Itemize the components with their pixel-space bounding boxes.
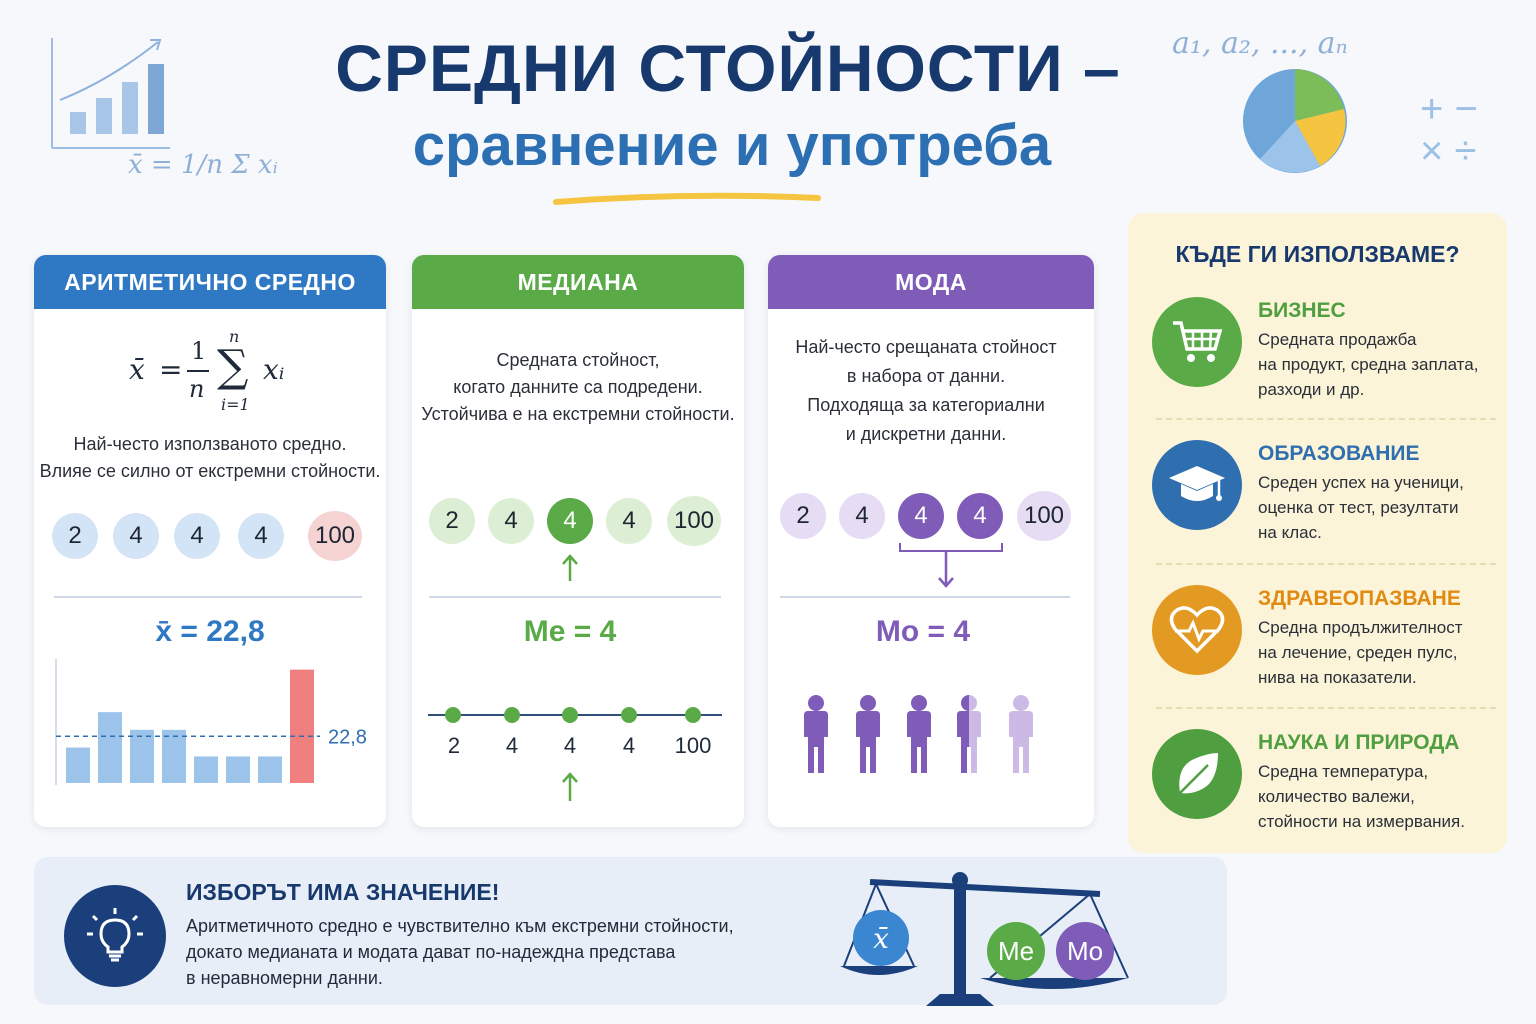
usage-business-title: БИЗНЕС <box>1258 299 1346 322</box>
median-value-2: 4 <box>488 498 534 544</box>
median-divider <box>429 596 721 598</box>
median-card: МЕДИАНА Средната стойност, когато даннит… <box>412 255 744 827</box>
mean-bar-6 <box>226 756 250 783</box>
lightbulb-icon <box>64 885 166 987</box>
scale-mean-ball: x̄ <box>853 910 909 966</box>
mean-bar-7 <box>258 756 282 783</box>
mode-description: Най-често срещаната стойност в набора от… <box>795 337 1057 444</box>
median-value-5: 100 <box>667 496 721 546</box>
median-value-1: 2 <box>429 498 475 544</box>
divide-icon: ÷ <box>1454 129 1477 173</box>
usage-science-title: НАУКА И ПРИРОДА <box>1258 731 1460 754</box>
mean-value-4: 4 <box>238 513 284 559</box>
usage-item-business: БИЗНЕС Средната продажба на продукт, сре… <box>1148 293 1493 433</box>
formula-lhs: x̄ <box>129 353 145 386</box>
usage-health-text: Средна продължителност на лечение, среде… <box>1258 618 1463 687</box>
mean-value-5: 100 <box>308 511 362 561</box>
mean-bar-2 <box>98 712 122 783</box>
mean-description: Най-често използваното средно. Влияе се … <box>39 434 381 481</box>
mean-header: АРИТМЕТИЧНО СРЕДНО <box>34 255 386 309</box>
mode-bracket-arrow-icon <box>899 543 1003 588</box>
mean-bar-4 <box>162 729 186 783</box>
usage-title: КЪДЕ ГИ ИЗПОЛЗВАМЕ? <box>1175 241 1460 267</box>
median-line-label-5: 100 <box>674 733 712 758</box>
usage-business-text: Средната продажба на продукт, средна зап… <box>1258 330 1479 399</box>
median-result: Me = 4 <box>523 615 617 648</box>
decor-operators: + − × ÷ <box>1420 88 1500 172</box>
formula-eq: = <box>159 353 183 386</box>
pie-chart-icon <box>1243 69 1347 173</box>
graduation-cap-icon <box>1152 440 1242 530</box>
median-value-4: 4 <box>606 498 652 544</box>
median-line-label-1: 2 <box>447 733 461 758</box>
formula-den: n <box>189 375 205 403</box>
mean-value-3: 4 <box>174 513 220 559</box>
formula-num: 1 <box>191 337 207 365</box>
leaf-icon <box>1152 729 1242 819</box>
mean-bar-8 <box>290 669 314 783</box>
mode-value-4: 4 <box>957 493 1003 539</box>
heart-pulse-icon <box>1152 585 1242 675</box>
mode-result: Mo = 4 <box>875 615 971 648</box>
usage-education-text: Среден успех на ученици, оценка от тест,… <box>1258 473 1464 542</box>
bottom-title: ИЗБОРЪТ ИМА ЗНАЧЕНИЕ! <box>186 879 500 905</box>
formula-var: xᵢ <box>263 353 285 386</box>
median-line-label-4: 4 <box>622 733 636 758</box>
usage-item-education: ОБРАЗОВАНИЕ Среден успех на ученици, оце… <box>1148 436 1493 576</box>
usage-science-text: Средна температура, количество валежи, с… <box>1258 762 1465 831</box>
decor-sequence: a₁, a₂, ..., aₙ <box>1172 26 1348 61</box>
mode-value-5: 100 <box>1017 491 1071 541</box>
mode-value-1: 2 <box>780 493 826 539</box>
formula-bottom: i=1 <box>221 395 250 414</box>
median-number-line <box>428 707 722 723</box>
title-underline <box>553 192 821 205</box>
minus-icon: − <box>1454 87 1478 131</box>
mean-bar-1 <box>66 747 90 783</box>
median-value-3: 4 <box>547 498 593 544</box>
usage-separator-1 <box>1156 418 1496 420</box>
usage-item-science: НАУКА И ПРИРОДА Средна температура, коли… <box>1148 725 1493 865</box>
mean-chart-label: 22,8 <box>328 726 367 748</box>
mean-bar-5 <box>194 756 218 783</box>
median-bottom-arrow-icon <box>562 772 578 801</box>
decor-formula: x̄ = 1/n Σ xᵢ <box>128 150 278 180</box>
median-header: МЕДИАНА <box>412 255 744 309</box>
mean-divider <box>54 596 362 598</box>
median-line-label-2: 4 <box>505 733 519 758</box>
median-description: Средната стойност, когато данните са под… <box>421 350 735 424</box>
formula-top: n <box>229 327 240 346</box>
mean-card: АРИТМЕТИЧНО СРЕДНО x̄ = 1 n n ∑ i=1 xᵢ Н… <box>34 255 386 827</box>
bar-chart-icon <box>51 38 170 149</box>
scale-median-ball: Me <box>987 922 1045 980</box>
mean-bar-chart: 22,8 <box>55 659 367 785</box>
mean-bar-3 <box>130 729 154 783</box>
mode-value-3: 4 <box>898 493 944 539</box>
usage-health-title: ЗДРАВЕОПАЗВАНЕ <box>1258 587 1461 610</box>
page-subtitle: сравнение и употреба <box>412 113 1052 178</box>
bottom-text: Аритметичното средно е чувствително към … <box>186 916 734 988</box>
mean-value-1: 2 <box>52 513 98 559</box>
mode-header: МОДА <box>768 255 1094 309</box>
sigma-icon: ∑ <box>217 341 249 392</box>
scale-mode-ball: Mo <box>1056 922 1114 980</box>
mode-divider <box>780 596 1070 598</box>
cart-icon <box>1152 297 1242 387</box>
formula-fraction-bar <box>187 370 209 372</box>
usage-separator-3 <box>1156 707 1496 709</box>
mode-value-2: 4 <box>839 493 885 539</box>
mean-formula: x̄ = 1 n n ∑ i=1 xᵢ <box>129 327 329 417</box>
usage-item-health: ЗДРАВЕОПАЗВАНЕ Средна продължителност на… <box>1148 581 1493 721</box>
mode-card: МОДА Най-често срещаната стойност в набо… <box>768 255 1094 827</box>
usage-education-title: ОБРАЗОВАНИЕ <box>1258 442 1420 465</box>
mean-value-2: 4 <box>113 513 159 559</box>
median-line-label-3: 4 <box>563 733 577 758</box>
plus-icon: + <box>1420 87 1444 131</box>
median-up-arrow-icon <box>562 554 578 581</box>
page-title: СРЕДНИ СТОЙНОСТИ – <box>335 31 1121 105</box>
mean-result: x̄ = 22,8 <box>155 615 265 648</box>
usage-separator-2 <box>1156 563 1496 565</box>
usage-panel: КЪДЕ ГИ ИЗПОЛЗВАМЕ? БИЗНЕС Средната прод… <box>1128 213 1507 853</box>
mode-people-icon <box>804 695 1033 773</box>
times-icon: × <box>1420 129 1444 173</box>
